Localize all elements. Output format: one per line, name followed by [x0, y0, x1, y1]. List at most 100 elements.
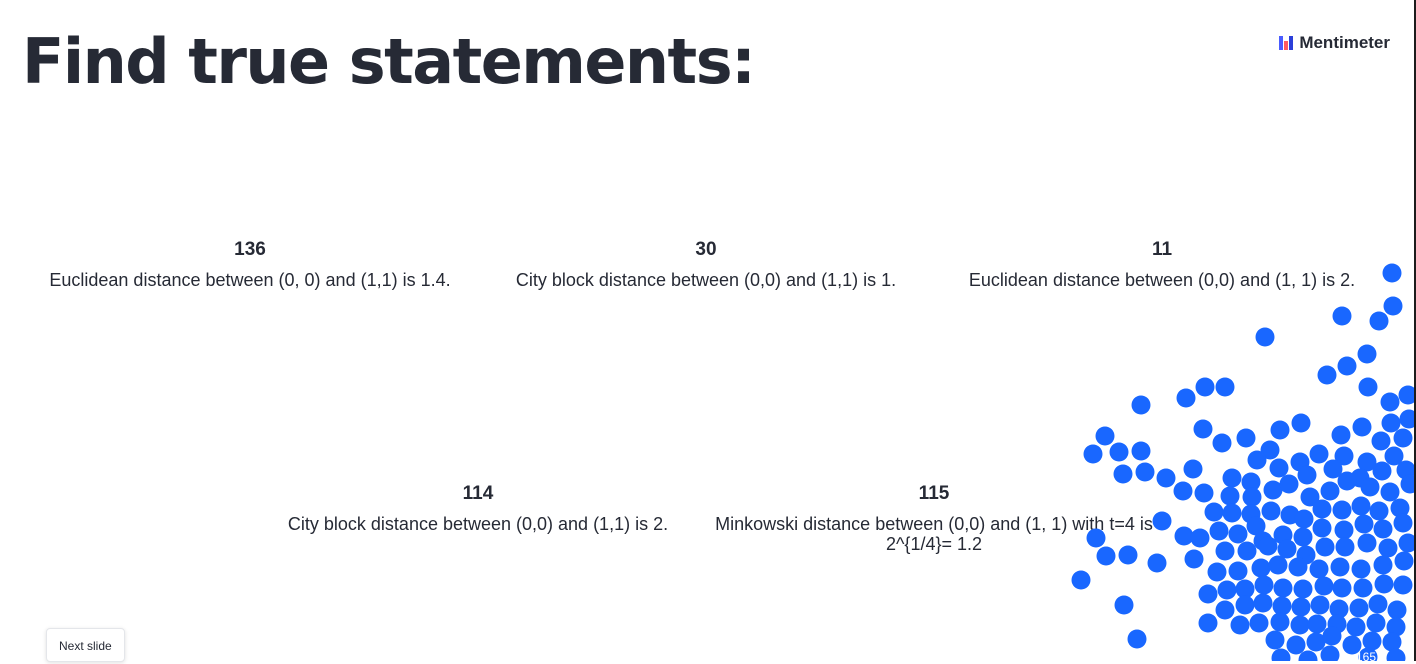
audience-dot — [1347, 618, 1366, 637]
audience-dot — [1313, 519, 1332, 538]
audience-dot — [1196, 378, 1215, 397]
audience-dot — [1199, 585, 1218, 604]
audience-dot — [1195, 484, 1214, 503]
audience-dot — [1216, 378, 1235, 397]
audience-dot — [1295, 510, 1314, 529]
audience-dot — [1136, 463, 1155, 482]
audience-dot — [1294, 528, 1313, 547]
audience-dot — [1294, 580, 1313, 599]
audience-dot — [1205, 503, 1224, 522]
audience-dot — [1223, 469, 1242, 488]
audience-dot — [1388, 601, 1407, 620]
audience-dot — [1291, 616, 1310, 635]
audience-dot — [1114, 465, 1133, 484]
audience-dot — [1194, 420, 1213, 439]
audience-dot — [1338, 357, 1357, 376]
audience-dot — [1292, 414, 1311, 433]
audience-dot — [1271, 613, 1290, 632]
audience-dot — [1381, 393, 1400, 412]
audience-dot — [1374, 556, 1393, 575]
audience-dot — [1394, 576, 1413, 595]
audience-dot — [1370, 502, 1389, 521]
audience-dot — [1252, 559, 1271, 578]
audience-dot — [1394, 429, 1413, 448]
audience-dot — [1352, 560, 1371, 579]
audience-dot — [1177, 389, 1196, 408]
audience-dot — [1216, 542, 1235, 561]
audience-dot — [1370, 312, 1389, 331]
audience-dot — [1354, 579, 1373, 598]
audience-dot — [1271, 421, 1290, 440]
audience-dot — [1184, 460, 1203, 479]
audience-dot — [1273, 597, 1292, 616]
audience-dot — [1395, 552, 1414, 571]
audience-dot — [1110, 443, 1129, 462]
audience-dot — [1333, 307, 1352, 326]
audience-dot — [1096, 427, 1115, 446]
audience-dot — [1119, 546, 1138, 565]
audience-dot — [1373, 462, 1392, 481]
audience-dot — [1361, 478, 1380, 497]
audience-dot — [1218, 581, 1237, 600]
audience-dot — [1333, 579, 1352, 598]
audience-dot — [1269, 556, 1288, 575]
audience-dot — [1175, 527, 1194, 546]
audience-dot — [1318, 366, 1337, 385]
audience-dot — [1255, 576, 1274, 595]
audience-dot — [1336, 538, 1355, 557]
audience-dot — [1355, 515, 1374, 534]
audience-dot — [1185, 550, 1204, 569]
audience-dot — [1274, 579, 1293, 598]
audience-dot — [1394, 514, 1413, 533]
audience-dot — [1372, 432, 1391, 451]
audience-dot — [1132, 396, 1151, 415]
audience-dot — [1236, 596, 1255, 615]
audience-dot — [1199, 614, 1218, 633]
audience-dot — [1311, 596, 1330, 615]
audience-dot — [1097, 547, 1116, 566]
next-slide-button[interactable]: Next slide — [46, 628, 125, 662]
audience-dot — [1335, 521, 1354, 540]
audience-dot — [1262, 502, 1281, 521]
audience-dot — [1316, 538, 1335, 557]
audience-dot — [1132, 442, 1151, 461]
audience-dot — [1231, 616, 1250, 635]
audience-dot — [1128, 630, 1147, 649]
audience-dot — [1280, 475, 1299, 494]
audience-dot — [1321, 482, 1340, 501]
audience-dot — [1384, 297, 1403, 316]
audience-dot — [1237, 429, 1256, 448]
audience-dot — [1383, 633, 1402, 652]
audience-dot — [1210, 522, 1229, 541]
audience-dot — [1369, 595, 1388, 614]
audience-dot — [1243, 488, 1262, 507]
audience-dot — [1148, 554, 1167, 573]
audience-dot — [1353, 418, 1372, 437]
audience-dot — [1256, 328, 1275, 347]
audience-dot — [1358, 534, 1377, 553]
audience-dot — [1174, 482, 1193, 501]
audience-dot — [1229, 562, 1248, 581]
audience-dot — [1308, 615, 1327, 634]
audience-dot — [1153, 512, 1172, 531]
audience-dot — [1248, 451, 1267, 470]
audience-dot — [1310, 560, 1329, 579]
audience-dot — [1208, 563, 1227, 582]
audience-dot — [1084, 445, 1103, 464]
audience-dot — [1382, 414, 1401, 433]
audience-dot — [1358, 345, 1377, 364]
audience-dot — [1383, 264, 1402, 283]
audience-dot — [1238, 542, 1257, 561]
audience-dot — [1213, 434, 1232, 453]
audience-dot — [1315, 577, 1334, 596]
audience-dot — [1331, 558, 1350, 577]
audience-dot — [1266, 631, 1285, 650]
audience-dot — [1221, 487, 1240, 506]
audience-dot — [1278, 540, 1297, 559]
audience-dot — [1254, 594, 1273, 613]
audience-dot — [1323, 627, 1342, 646]
audience-dot — [1332, 426, 1351, 445]
audience-dot — [1375, 575, 1394, 594]
audience-dot — [1115, 596, 1134, 615]
audience-dot — [1338, 472, 1357, 491]
